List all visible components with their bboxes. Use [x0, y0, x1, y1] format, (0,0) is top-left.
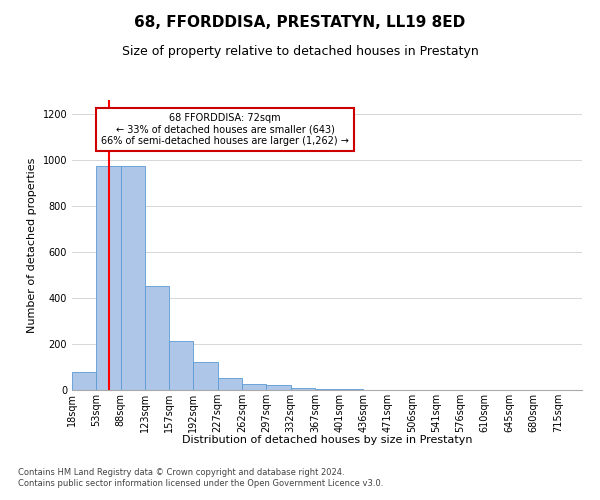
- Text: Size of property relative to detached houses in Prestatyn: Size of property relative to detached ho…: [122, 45, 478, 58]
- Bar: [121, 166, 145, 390]
- Bar: [218, 378, 242, 390]
- Bar: [72, 372, 96, 390]
- Text: 68 FFORDDISA: 72sqm
← 33% of detached houses are smaller (643)
66% of semi-detac: 68 FFORDDISA: 72sqm ← 33% of detached ho…: [101, 113, 349, 146]
- Bar: [96, 166, 121, 390]
- Bar: [266, 386, 290, 390]
- Text: Distribution of detached houses by size in Prestatyn: Distribution of detached houses by size …: [182, 435, 472, 445]
- Text: 68, FFORDDISA, PRESTATYN, LL19 8ED: 68, FFORDDISA, PRESTATYN, LL19 8ED: [134, 15, 466, 30]
- Bar: [193, 362, 218, 390]
- Bar: [145, 286, 169, 390]
- Text: Contains HM Land Registry data © Crown copyright and database right 2024.
Contai: Contains HM Land Registry data © Crown c…: [18, 468, 383, 487]
- Bar: [315, 389, 339, 390]
- Bar: [242, 384, 266, 390]
- Bar: [169, 340, 193, 390]
- Y-axis label: Number of detached properties: Number of detached properties: [27, 158, 37, 332]
- Bar: [290, 388, 315, 390]
